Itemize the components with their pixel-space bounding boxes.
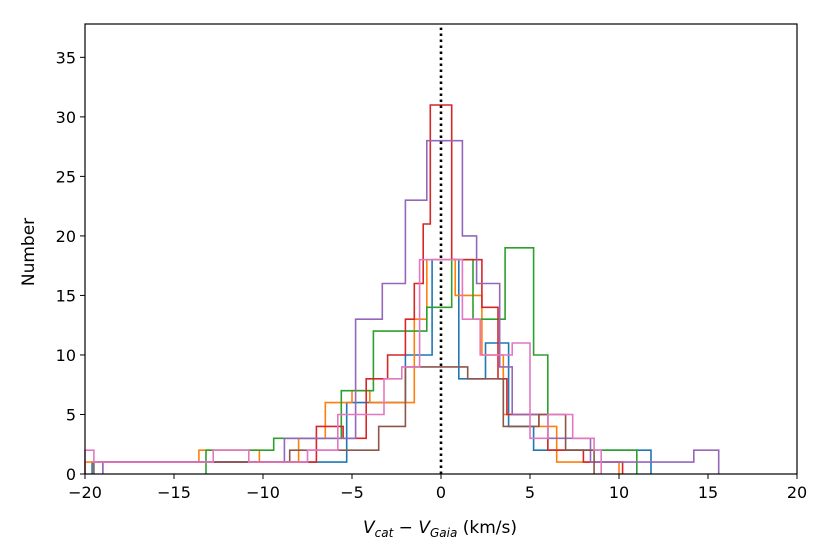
- y-tick-label: 30: [56, 108, 76, 127]
- histogram-series-brown: [93, 366, 595, 474]
- y-tick-label: 25: [56, 167, 76, 186]
- x-axis-ticks: −20 −15 −10 −5 0 5 10 15 20: [68, 474, 807, 502]
- x-tick-label: 15: [698, 483, 718, 502]
- y-axis-label: Number: [19, 218, 39, 286]
- y-tick-label: 0: [66, 465, 76, 484]
- x-tick-label: −10: [246, 483, 280, 502]
- y-tick-label: 20: [56, 227, 76, 246]
- histogram-series-pink: [84, 258, 603, 474]
- x-axis-label: Vcat − VGaia (km/s): [363, 518, 517, 540]
- x-label-sub2: Gaia: [430, 526, 457, 540]
- y-tick-label: 5: [66, 405, 76, 424]
- x-tick-label: −20: [68, 483, 102, 502]
- x-tick-label: 0: [436, 483, 446, 502]
- x-tick-label: 20: [787, 483, 807, 502]
- x-label-op: −: [393, 518, 418, 538]
- x-label-v2: V: [418, 518, 431, 538]
- series-layer: [84, 104, 720, 474]
- histogram-series-blue: [91, 258, 652, 474]
- x-label-sub1: cat: [375, 526, 395, 540]
- x-label-v1: V: [363, 518, 376, 538]
- x-tick-label: −5: [340, 483, 364, 502]
- x-tick-label: 5: [525, 483, 535, 502]
- y-axis-ticks: 0 5 10 15 20 25 30 35: [56, 48, 85, 484]
- x-label-unit: (km/s): [457, 518, 517, 538]
- x-tick-label: 10: [609, 483, 629, 502]
- y-tick-label: 10: [56, 346, 76, 365]
- y-tick-label: 15: [56, 286, 76, 305]
- x-tick-label: −15: [157, 483, 191, 502]
- y-tick-label: 35: [56, 48, 76, 67]
